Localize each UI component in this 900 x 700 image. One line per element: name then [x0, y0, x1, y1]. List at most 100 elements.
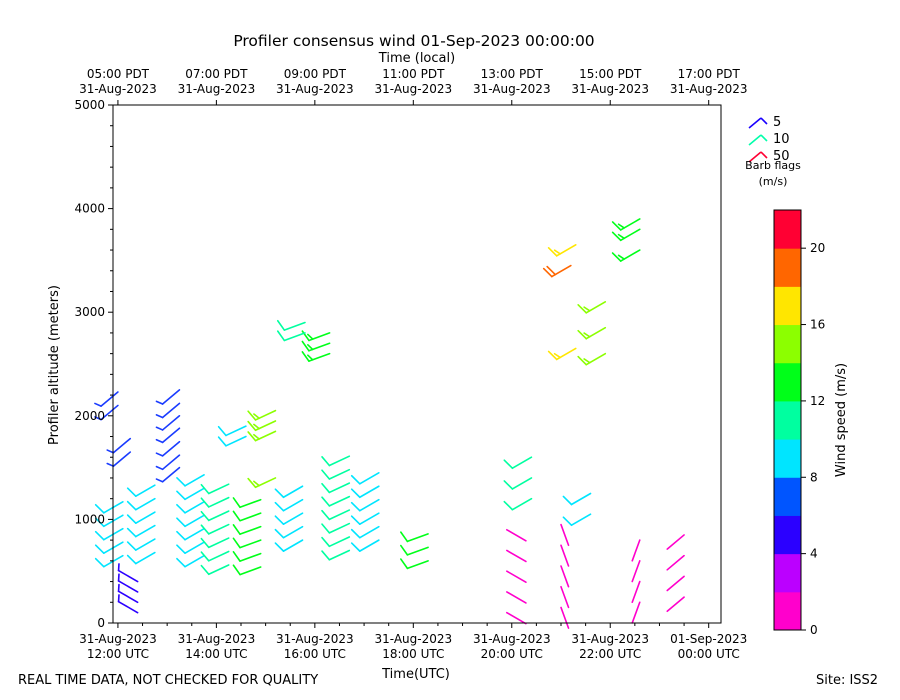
colorbar-segment: [774, 324, 801, 364]
wind-barb: [126, 538, 156, 551]
x-tick-label-utc-time: 18:00 UTC: [382, 647, 444, 661]
y-axis-label: Profiler altitude (meters): [47, 285, 62, 445]
wind-barb: [200, 496, 230, 508]
colorbar-label: Wind speed (m/s): [834, 363, 849, 477]
wind-barb: [117, 583, 139, 604]
barb-legend-swatch: [748, 117, 762, 129]
wind-barb: [155, 440, 181, 457]
wind-barb: [560, 523, 570, 547]
wind-barb: [232, 510, 262, 522]
wind-barb: [176, 487, 205, 501]
wind-barb: [666, 554, 685, 571]
wind-barb: [232, 524, 262, 535]
x-tick-label-local-time: 07:00 PDT: [185, 67, 248, 81]
colorbar-segment: [774, 400, 801, 440]
wind-barb: [155, 402, 181, 419]
x-tick-label-utc-time: 00:00 UTC: [678, 647, 740, 661]
x-tick-label-local-time: 15:00 PDT: [579, 67, 642, 81]
x-tick-label-local-date: 31-Aug-2023: [178, 82, 256, 96]
wind-barb: [560, 606, 570, 629]
wind-barb: [547, 347, 577, 361]
wind-barb: [126, 551, 156, 565]
x-tick-label-utc-time: 22:00 UTC: [579, 647, 641, 661]
colorbar-segment: [774, 477, 801, 516]
colorbar-segment: [774, 210, 801, 249]
wind-barb: [321, 509, 351, 521]
x-tick-label-local-date: 31-Aug-2023: [670, 82, 748, 96]
wind-barb: [611, 228, 641, 242]
wind-barb: [217, 435, 247, 447]
wind-barb: [321, 455, 351, 467]
wind-barb: [200, 537, 230, 549]
barb-legend-swatch: [748, 134, 762, 146]
wind-barb: [200, 510, 230, 522]
y-tick-label: 1000: [74, 512, 105, 526]
barb-legend-value: 50: [773, 149, 790, 164]
wind-barb: [506, 611, 527, 625]
colorbar-frame: [773, 209, 802, 631]
barb-legend-entry: 50: [748, 149, 790, 164]
colorbar-tick-label: 4: [810, 547, 818, 561]
colorbar-tick-label: 20: [810, 241, 825, 255]
wind-barb: [232, 497, 262, 509]
wind-barb: [247, 420, 277, 432]
wind-barb: [247, 409, 277, 421]
wind-barb: [176, 554, 205, 568]
wind-barb: [232, 551, 262, 562]
wind-barb: [117, 573, 139, 593]
wind-barb: [560, 585, 570, 609]
x-tick-label-utc-date: 31-Aug-2023: [571, 632, 649, 646]
wind-barb: [155, 454, 181, 471]
wind-barb: [350, 525, 380, 539]
x-tick-label-local-time: 09:00 PDT: [284, 67, 347, 81]
wind-barb: [94, 541, 124, 554]
x-tick-label-utc-time: 16:00 UTC: [284, 647, 346, 661]
wind-barb: [274, 525, 304, 539]
wind-barb: [542, 264, 572, 278]
wind-barb: [176, 500, 205, 514]
wind-barb: [274, 539, 304, 552]
wind-barb: [560, 565, 570, 588]
wind-barb: [94, 527, 124, 541]
wind-barb: [631, 580, 641, 604]
x-tick-label-utc-date: 31-Aug-2023: [276, 632, 354, 646]
barb-legend-entry: 10: [748, 132, 790, 147]
wind-barb: [155, 466, 181, 483]
x-axis-label: Time(UTC): [381, 667, 450, 682]
wind-barb: [94, 500, 124, 514]
wind-barb: [301, 351, 331, 362]
y-tick-label: 5000: [74, 98, 105, 112]
wind-barb: [200, 564, 230, 576]
y-tick-label: 4000: [74, 202, 105, 216]
wind-barb: [247, 430, 277, 442]
wind-barb: [666, 575, 685, 592]
wind-barb: [631, 539, 641, 562]
wind-barb: [276, 319, 306, 331]
wind-barb: [274, 498, 304, 512]
wind-barb: [276, 330, 306, 342]
wind-barb: [117, 563, 139, 583]
x-tick-label-local-time: 17:00 PDT: [678, 67, 741, 81]
x-tick-label-utc-date: 31-Aug-2023: [374, 632, 452, 646]
wind-barb: [106, 451, 132, 468]
barb-legend: 5 10 50 Barb flags (m/s): [745, 115, 801, 188]
x-tick-label-local-date: 31-Aug-2023: [571, 82, 649, 96]
y-tick-label: 3000: [74, 305, 105, 319]
barb-legend-title-line1: Barb flags: [745, 159, 801, 172]
wind-barb: [106, 437, 132, 454]
wind-barb: [200, 523, 230, 535]
wind-barb: [506, 528, 527, 542]
wind-barb: [503, 456, 533, 470]
x-tick-label-local-time: 05:00 PDT: [87, 67, 150, 81]
barb-layer: [94, 218, 685, 629]
quality-note: REAL TIME DATA, NOT CHECKED FOR QUALITY: [18, 673, 319, 688]
wind-barb: [176, 527, 205, 541]
x-tick-label-local-date: 31-Aug-2023: [374, 82, 452, 96]
barb-legend-swatch: [748, 151, 762, 163]
wind-barb: [176, 474, 205, 487]
wind-barb: [506, 549, 527, 563]
wind-barb: [666, 596, 685, 613]
wind-barb: [200, 483, 230, 495]
